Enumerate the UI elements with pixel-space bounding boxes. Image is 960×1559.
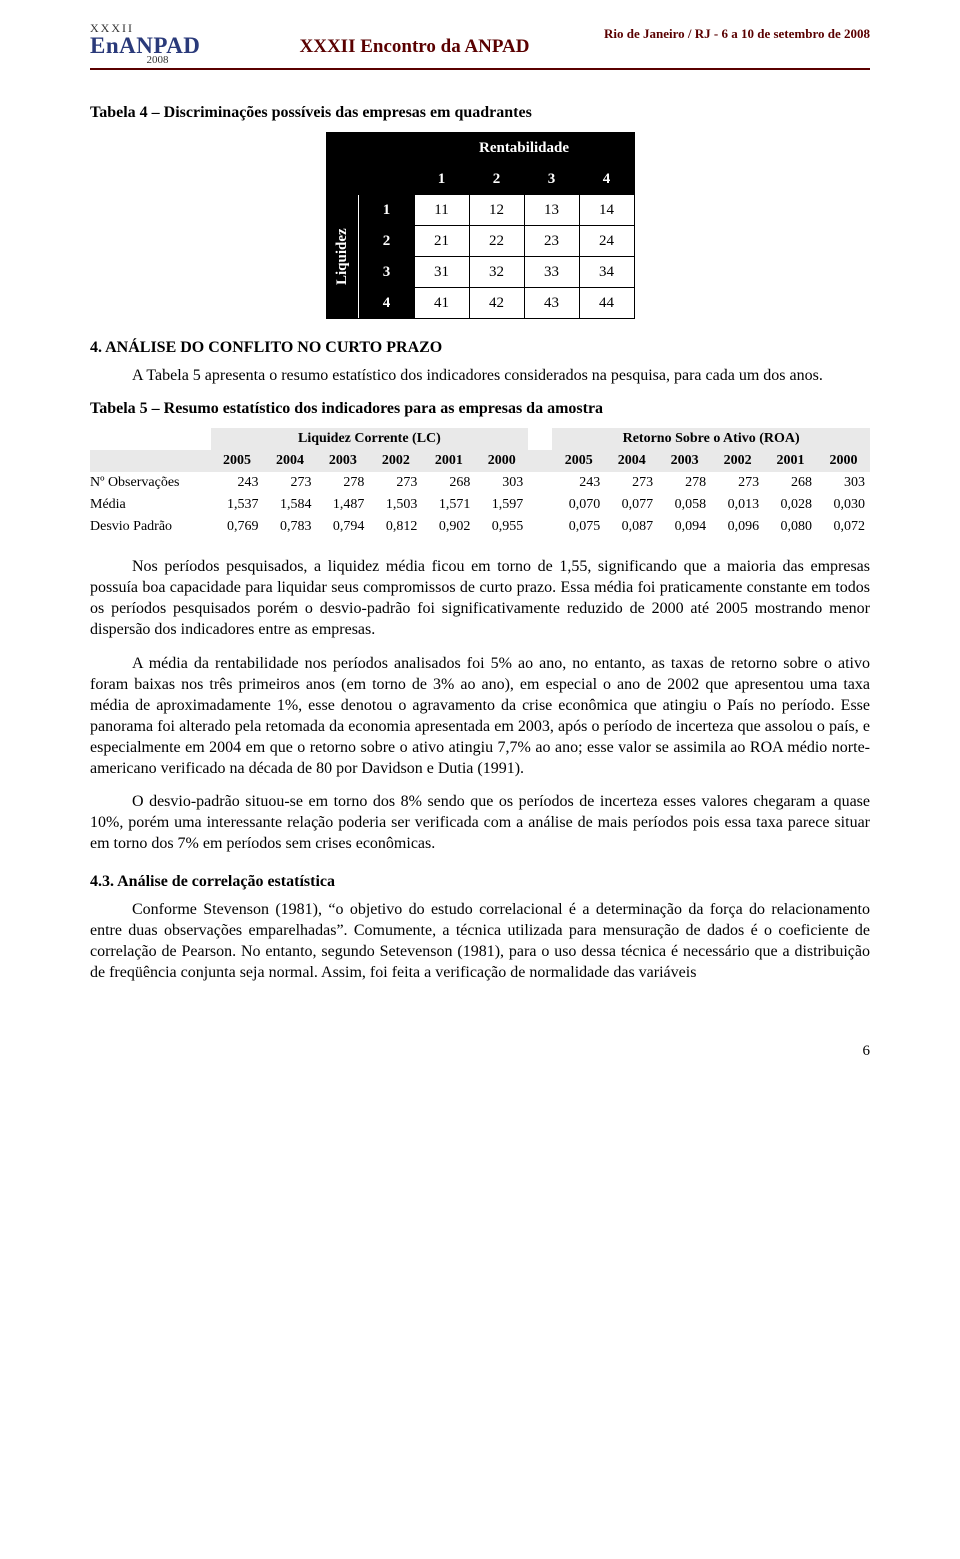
table5-rowlabel: Nº Observações [90,472,211,494]
table5-caption: Tabela 5 – Resumo estatístico dos indica… [90,400,870,418]
table4-cell: 24 [579,226,634,257]
table5-year: 2003 [658,450,711,472]
table4-cell: 43 [524,288,579,319]
table5-cell: 268 [764,472,817,494]
table5-cell: 243 [552,472,605,494]
table5: Liquidez Corrente (LC) Retorno Sobre o A… [90,428,870,538]
table4-cell: 42 [469,288,524,319]
paragraph-1: Nos períodos pesquisados, a liquidez méd… [90,556,870,640]
table5-cell: 1,597 [475,494,528,516]
table5-cell: 0,094 [658,516,711,538]
table5-cell: 1,571 [422,494,475,516]
table5-year: 2002 [711,450,764,472]
table5-year: 2001 [764,450,817,472]
table4-rownum: 1 [359,195,414,226]
page-header: XXXII EnANPAD 2008 XXXII Encontro da ANP… [90,22,870,70]
table5-rowlabel: Média [90,494,211,516]
table4-caption: Tabela 4 – Discriminações possíveis das … [90,104,870,122]
table5-cell: 268 [422,472,475,494]
table4-cell: 34 [579,257,634,288]
table5-year: 2005 [211,450,264,472]
table5-cell: 0,812 [369,516,422,538]
table5-cell: 1,487 [316,494,369,516]
table5-cell: 0,902 [422,516,475,538]
table5-cell: 273 [369,472,422,494]
table5-cell: 0,072 [817,516,870,538]
table4-colnum: 1 [414,164,469,195]
table5-year: 2001 [422,450,475,472]
table5-cell: 273 [264,472,317,494]
table5-year: 2000 [817,450,870,472]
table5-year: 2003 [316,450,369,472]
table5-cell: 1,584 [264,494,317,516]
section4-para: A Tabela 5 apresenta o resumo estatístic… [90,365,870,386]
table4: Rentabilidade 1 2 3 4 Liquidez 1 11 12 1… [326,132,635,319]
table5-group-left: Liquidez Corrente (LC) [211,428,529,450]
table5-year: 2000 [475,450,528,472]
table5-cell: 0,028 [764,494,817,516]
table4-cell: 32 [469,257,524,288]
table5-year: 2002 [369,450,422,472]
table5-year: 2005 [552,450,605,472]
table5-cell: 0,077 [605,494,658,516]
table5-cell: 0,769 [211,516,264,538]
table5-cell: 0,013 [711,494,764,516]
table4-row-header: Liquidez [326,195,359,319]
table4-colnum: 3 [524,164,579,195]
table5-cell: 0,075 [552,516,605,538]
table5-cell: 0,058 [658,494,711,516]
table5-cell: 1,537 [211,494,264,516]
table5-cell: 0,955 [475,516,528,538]
table5-cell: 0,794 [316,516,369,538]
table5-year: 2004 [605,450,658,472]
table4-cell: 14 [579,195,634,226]
table5-cell: 303 [817,472,870,494]
table5-cell: 1,503 [369,494,422,516]
paragraph-2: A média da rentabilidade nos períodos an… [90,653,870,780]
section43-para: Conforme Stevenson (1981), “o objetivo d… [90,899,870,983]
table4-rownum: 3 [359,257,414,288]
table4-rownum: 2 [359,226,414,257]
table5-cell: 278 [658,472,711,494]
table5-rowlabel: Desvio Padrão [90,516,211,538]
table4-cell: 41 [414,288,469,319]
table5-cell: 0,070 [552,494,605,516]
table4-rownum: 4 [359,288,414,319]
header-logo: XXXII EnANPAD 2008 [90,22,225,66]
table5-cell: 243 [211,472,264,494]
table4-colnum: 2 [469,164,524,195]
paragraph-3: O desvio-padrão situou-se em torno dos 8… [90,791,870,854]
table4-cell: 21 [414,226,469,257]
page-number: 6 [90,1043,870,1060]
table5-cell: 0,080 [764,516,817,538]
header-title: XXXII Encontro da ANPAD [225,22,604,58]
table4-cell: 11 [414,195,469,226]
table4-cell: 23 [524,226,579,257]
table5-group-right: Retorno Sobre o Ativo (ROA) [552,428,870,450]
table5-cell: 0,030 [817,494,870,516]
table5-cell: 278 [316,472,369,494]
table5-cell: 0,087 [605,516,658,538]
table5-year: 2004 [264,450,317,472]
table4-cell: 12 [469,195,524,226]
table4-cell: 22 [469,226,524,257]
table5-row: Média 1,537 1,584 1,487 1,503 1,571 1,59… [90,494,870,516]
table5-cell: 273 [711,472,764,494]
table5-cell: 303 [475,472,528,494]
section4-title: 4. ANÁLISE DO CONFLITO NO CURTO PRAZO [90,339,870,357]
section43-title: 4.3. Análise de correlação estatística [90,873,870,891]
table5-cell: 0,783 [264,516,317,538]
table5-row: Desvio Padrão 0,769 0,783 0,794 0,812 0,… [90,516,870,538]
header-date: Rio de Janeiro / RJ - 6 a 10 de setembro… [604,22,870,42]
table5-cell: 273 [605,472,658,494]
table5-cell: 0,096 [711,516,764,538]
table4-colnum: 4 [579,164,634,195]
table4-col-header: Rentabilidade [414,133,634,164]
table4-cell: 31 [414,257,469,288]
table5-row: Nº Observações 243 273 278 273 268 303 2… [90,472,870,494]
table4-cell: 33 [524,257,579,288]
table4-cell: 13 [524,195,579,226]
table4-cell: 44 [579,288,634,319]
